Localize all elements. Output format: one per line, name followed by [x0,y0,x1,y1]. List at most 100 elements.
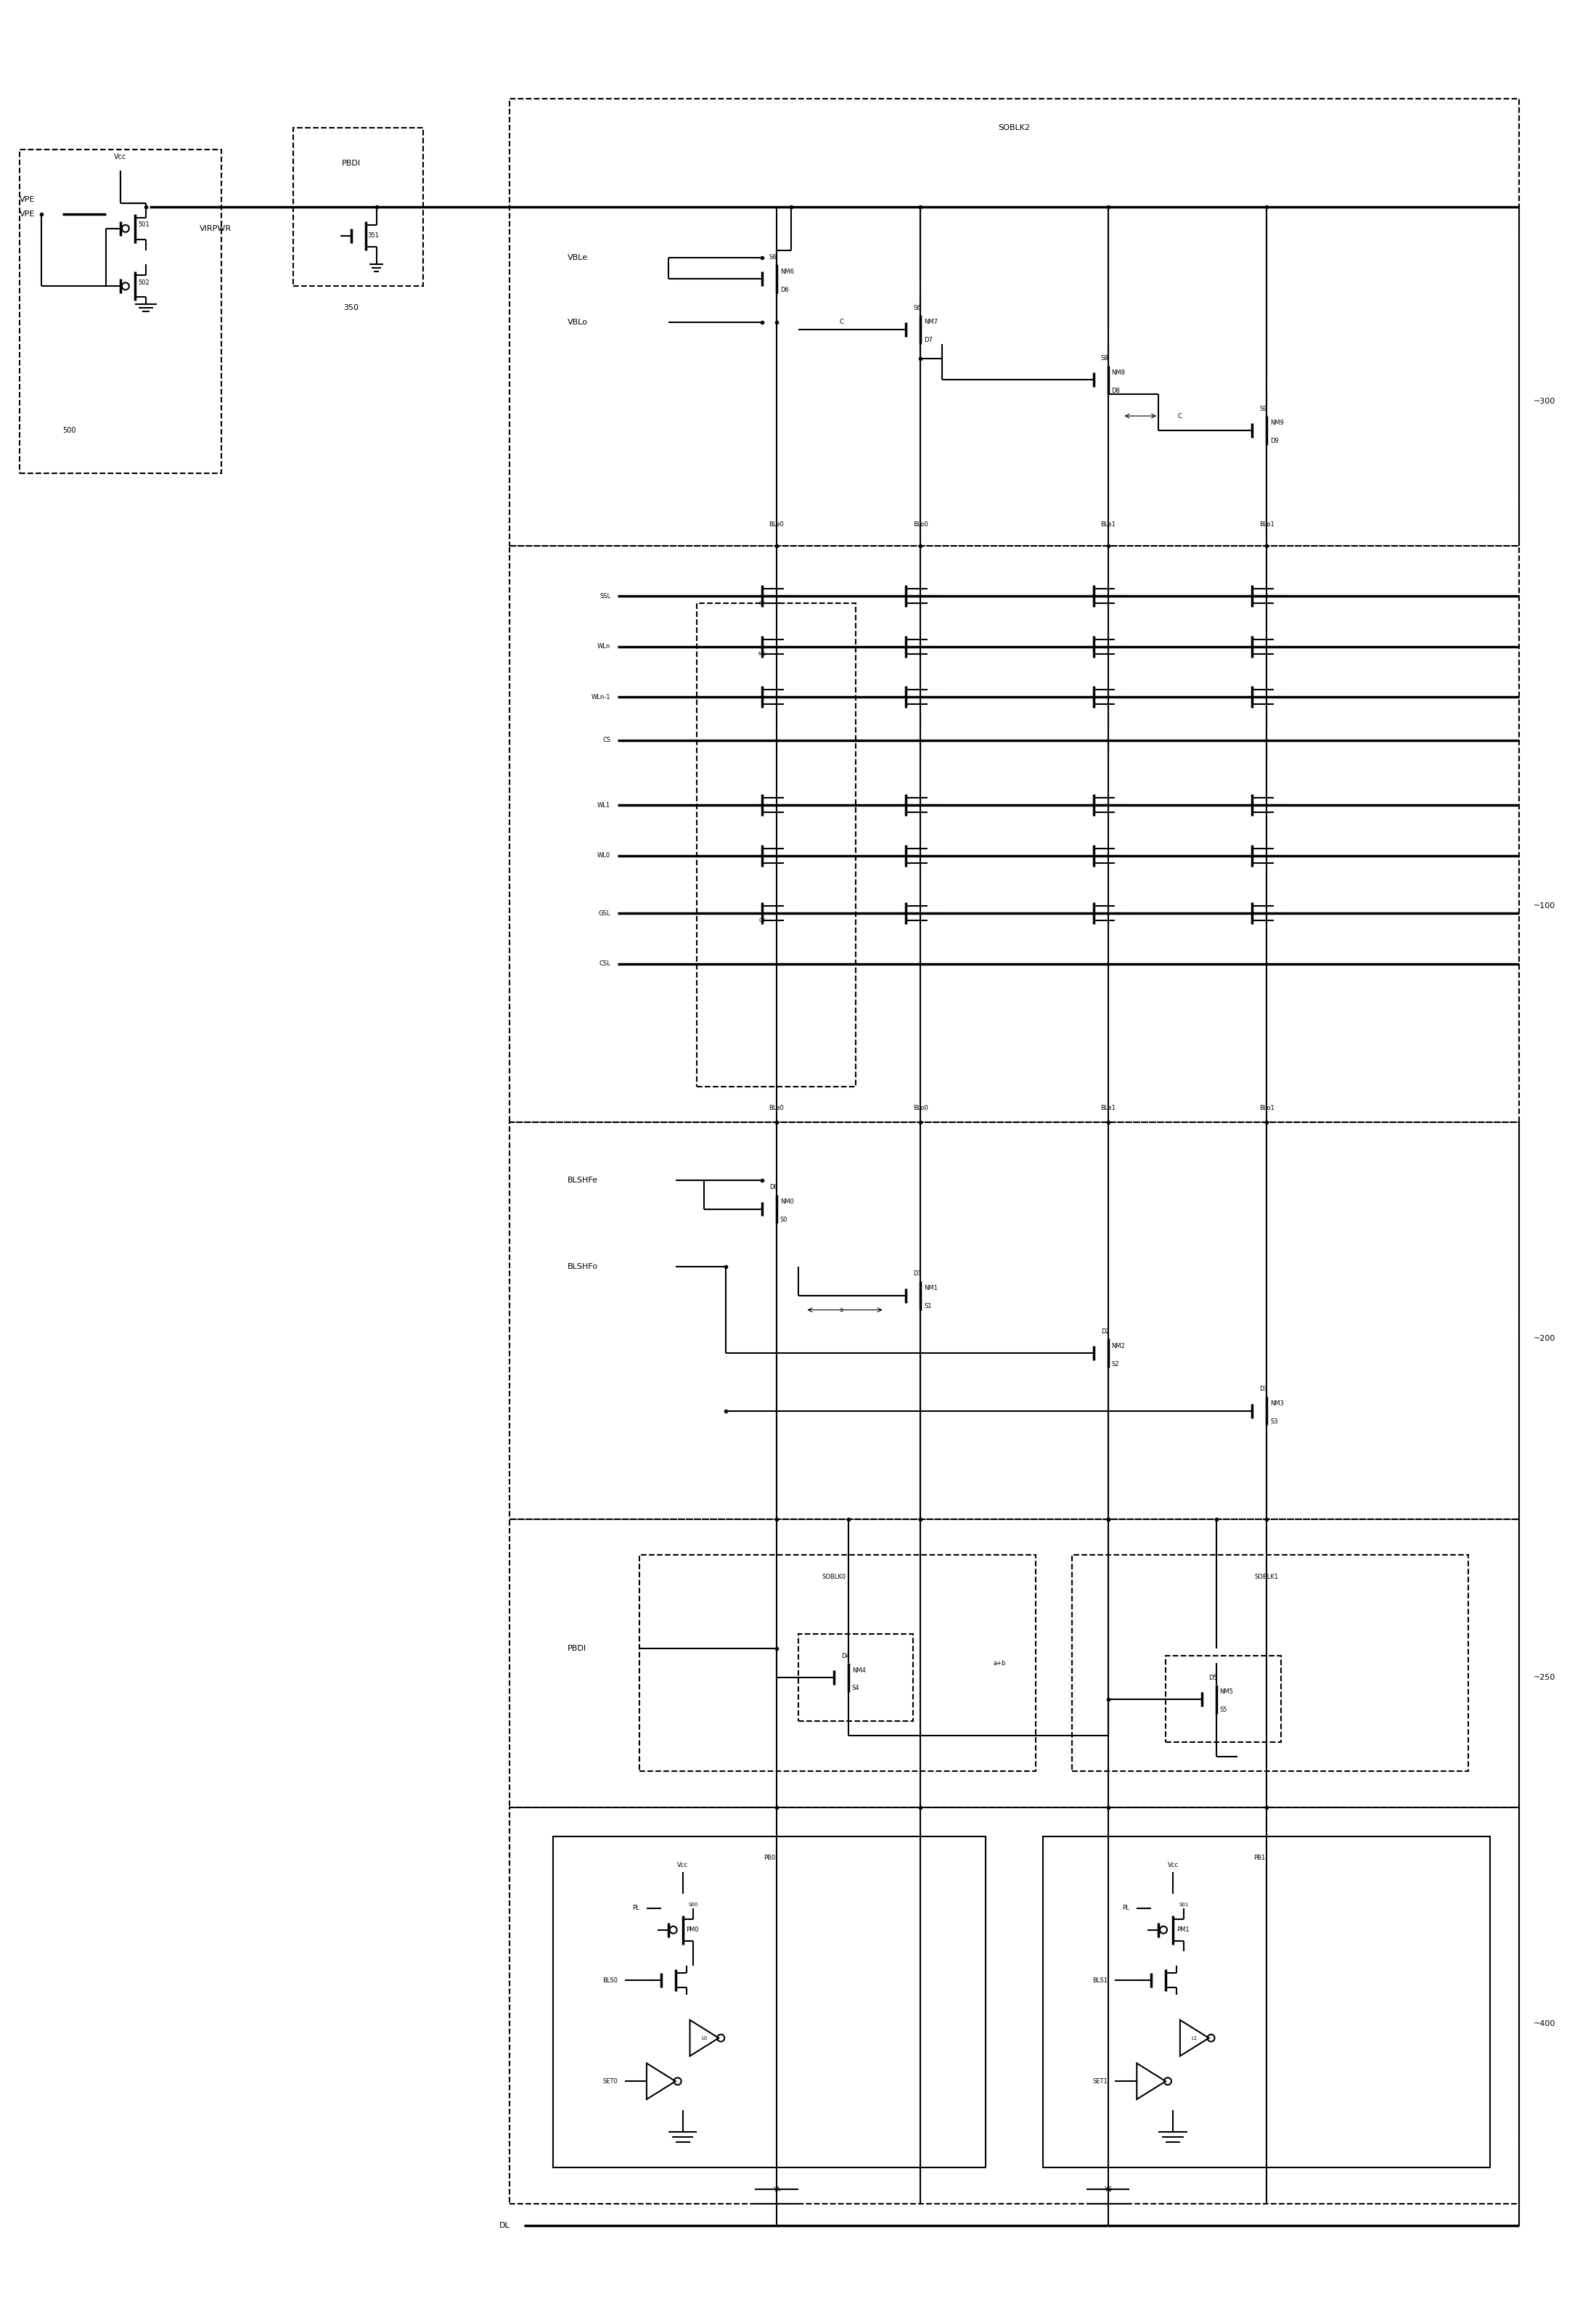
Text: VIRPWR: VIRPWR [200,225,231,232]
Text: VBLo: VBLo [567,320,587,327]
Text: ~300: ~300 [1534,399,1555,405]
Text: NM0: NM0 [780,1198,793,1205]
Text: S6: S6 [913,304,921,310]
Text: a+b: a+b [994,1659,1005,1666]
Text: S9: S9 [1259,405,1267,412]
Text: 351: 351 [367,232,380,239]
Text: ~100: ~100 [1534,904,1555,911]
Text: 350: 350 [343,304,359,310]
Text: BLo0: BLo0 [913,521,927,528]
Text: 501: 501 [139,222,150,227]
Text: YA: YA [772,2187,780,2192]
Text: PB0: PB0 [763,1854,776,1861]
Text: GT: GT [758,918,766,922]
Text: SET0: SET0 [603,2078,618,2085]
Text: PM0: PM0 [686,1928,699,1932]
Text: S2: S2 [1111,1360,1119,1367]
Text: S01: S01 [1179,1902,1189,1907]
Text: S3: S3 [1270,1418,1278,1425]
Text: BLe0: BLe0 [769,1105,784,1112]
Text: NM1: NM1 [924,1286,938,1291]
Text: BLo1: BLo1 [1259,521,1274,528]
Text: NM2: NM2 [1111,1342,1125,1348]
Text: BLe0: BLe0 [769,521,784,528]
Text: L0: L0 [701,2037,707,2041]
Text: BLSHFo: BLSHFo [567,1263,598,1270]
Text: NM3: NM3 [1270,1399,1283,1406]
Text: D3: D3 [1259,1386,1267,1393]
Text: BLSHFe: BLSHFe [567,1177,598,1184]
Text: S00: S00 [688,1902,699,1907]
Bar [552,1835,985,2169]
Text: NM5: NM5 [1219,1689,1234,1696]
Bar [1073,1555,1468,1770]
Bar [509,547,1519,1121]
Text: CSL: CSL [598,962,611,966]
Text: D2: D2 [1101,1328,1109,1335]
Text: ~200: ~200 [1534,1335,1555,1342]
Text: BLS1: BLS1 [1093,1976,1108,1983]
Text: C: C [839,320,843,324]
Text: NM9: NM9 [1270,419,1283,426]
Text: S6: S6 [769,255,777,260]
Text: S4: S4 [852,1684,860,1691]
Text: C: C [1178,412,1183,419]
Text: D0: D0 [769,1184,777,1191]
Text: S8: S8 [1101,355,1109,361]
Text: S0: S0 [780,1216,787,1223]
Text: SOBLK1: SOBLK1 [1254,1573,1278,1580]
Text: PL: PL [632,1905,640,1912]
Text: PL: PL [1122,1905,1130,1912]
Text: BLo0: BLo0 [913,1105,927,1112]
Text: SOBLK0: SOBLK0 [822,1573,846,1580]
Text: Vcc: Vcc [115,153,126,160]
Bar [697,602,855,1087]
Text: CS: CS [603,737,611,744]
Text: DL: DL [500,2222,509,2229]
Text: BLe1: BLe1 [1100,1105,1116,1112]
Text: S5: S5 [1219,1708,1227,1712]
Text: WL0: WL0 [597,853,611,860]
Text: D6: D6 [780,287,788,292]
Text: NM4: NM4 [852,1666,865,1673]
Text: Vcc: Vcc [677,1863,688,1868]
Text: D9: D9 [1270,438,1278,445]
Text: SOBLK2: SOBLK2 [998,125,1031,132]
Text: YB: YB [1104,2187,1112,2192]
Text: NM7: NM7 [924,320,938,324]
Bar [1165,1657,1282,1742]
Text: PBDI: PBDI [567,1645,586,1652]
Text: D4: D4 [841,1652,849,1659]
Text: SET1: SET1 [1093,2078,1108,2085]
Text: NM8: NM8 [1111,368,1125,375]
Text: ~400: ~400 [1534,2020,1555,2027]
Text: ~250: ~250 [1534,1673,1555,1682]
Text: VPE: VPE [19,197,35,204]
Text: SSL: SSL [600,593,611,600]
Text: D5: D5 [1208,1675,1218,1680]
Text: D1: D1 [913,1270,922,1277]
Text: S1: S1 [924,1302,932,1309]
Text: D8: D8 [1111,387,1120,394]
Text: D7: D7 [924,336,932,343]
Text: BLe1: BLe1 [1100,521,1116,528]
Bar [509,1807,1519,2203]
Bar [509,100,1519,547]
Text: ST: ST [758,600,764,605]
Bar [509,1520,1519,1807]
Text: PB1: PB1 [1253,1854,1266,1861]
Text: a: a [839,1307,843,1314]
Text: PBDI: PBDI [342,160,361,167]
Text: MC: MC [758,651,766,656]
Text: WLn: WLn [597,644,611,651]
Text: BLS0: BLS0 [603,1976,618,1983]
Text: GSL: GSL [598,911,611,918]
Text: 502: 502 [139,280,150,285]
Text: WL1: WL1 [597,802,611,809]
Bar [294,127,423,287]
Bar [798,1633,913,1722]
Text: 500: 500 [62,426,77,433]
Text: NM6: NM6 [780,269,793,276]
Text: Vcc: Vcc [1167,1863,1178,1868]
Bar [19,148,222,473]
